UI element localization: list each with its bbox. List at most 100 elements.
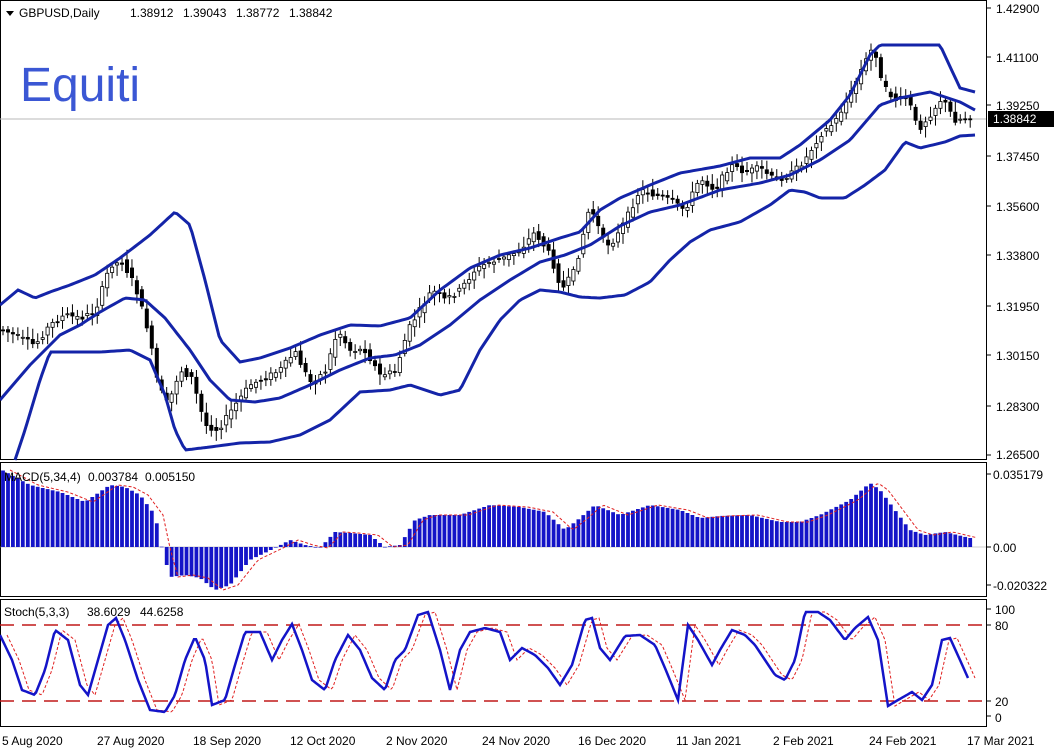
stoch-name: Stoch(5,3,3) <box>4 605 69 619</box>
candle-body <box>958 118 963 121</box>
macd-bar <box>715 516 720 547</box>
macd-bar <box>492 505 496 547</box>
macd-bar <box>561 528 566 547</box>
macd-bar <box>497 505 501 547</box>
macd-bar <box>75 499 80 547</box>
candle-body <box>45 326 50 336</box>
bollinger-upper-band <box>0 43 976 364</box>
macd-bar <box>254 547 258 558</box>
macd-bar <box>447 515 452 547</box>
macd-bar <box>293 541 298 547</box>
close-value: 1.38842 <box>289 6 333 20</box>
macd-bar <box>888 504 893 547</box>
candle-body <box>248 384 253 389</box>
dropdown-triangle-icon[interactable] <box>6 11 14 16</box>
macd-bar <box>918 533 923 547</box>
macd-bar <box>750 515 754 547</box>
macd-bar <box>437 515 442 547</box>
macd-bar <box>417 518 422 547</box>
candle-body <box>55 321 60 324</box>
macd-bar <box>487 505 491 547</box>
candle-body <box>6 329 11 333</box>
macd-bar <box>665 507 670 547</box>
bollinger-lower-band <box>13 133 976 461</box>
macd-bar <box>268 547 273 550</box>
candle-body <box>556 263 561 283</box>
macd-bar <box>844 501 849 547</box>
macd-bar <box>179 547 184 576</box>
macd-bar <box>531 509 536 547</box>
macd-bar <box>616 514 620 547</box>
candle-body <box>948 101 953 112</box>
macd-bar <box>660 507 665 547</box>
candle-body <box>377 363 382 375</box>
candle-body <box>184 368 189 378</box>
macd-bar <box>725 515 730 547</box>
macd-bar <box>273 547 278 548</box>
candle-body <box>60 315 65 322</box>
macd-bar <box>50 490 55 547</box>
bollinger-middle-band <box>0 90 976 404</box>
macd-bar <box>1 470 5 547</box>
y-tick-label: 0.00 <box>993 541 1017 555</box>
candle-body <box>650 189 655 197</box>
macd-bar <box>621 514 625 547</box>
candle-body <box>626 211 631 228</box>
macd-bar <box>45 489 50 547</box>
macd-bar <box>144 504 149 547</box>
candle-body <box>630 207 635 218</box>
macd-bar <box>249 547 253 560</box>
macd-bar <box>343 532 348 547</box>
macd-bar <box>120 486 124 547</box>
y-tick-marks <box>986 7 991 717</box>
candle-body <box>759 166 764 169</box>
macd-bar <box>363 534 367 547</box>
symbol-label: GBPUSD,Daily <box>19 6 100 20</box>
macd-bar <box>735 515 739 547</box>
y-tick-label: 20 <box>995 695 1009 709</box>
macd-bar <box>541 511 546 547</box>
candle-body <box>343 336 348 344</box>
candle-body <box>407 324 412 342</box>
macd-bar <box>80 500 85 547</box>
macd-bar <box>90 497 95 547</box>
macd-bar <box>333 532 338 547</box>
macd-bar <box>779 522 784 547</box>
candle-body <box>134 280 139 295</box>
candle-body <box>293 351 298 358</box>
macd-bar <box>591 506 596 547</box>
candle-body <box>25 336 30 340</box>
macd-bar <box>502 505 506 547</box>
macd-bar <box>720 515 725 547</box>
macd-bar <box>264 547 268 553</box>
candle-body <box>139 289 144 307</box>
candle-body <box>531 232 536 243</box>
macd-bar <box>427 515 432 547</box>
macd-bar <box>472 510 477 547</box>
candle-body <box>397 357 402 374</box>
macd-bar <box>298 543 303 547</box>
macd-bar <box>130 490 134 547</box>
candle-body <box>125 259 130 273</box>
macd-bar <box>383 546 387 548</box>
macd-bar <box>710 516 715 547</box>
macd-bar <box>55 491 60 547</box>
macd-bar <box>670 508 675 547</box>
macd-bar <box>214 547 219 590</box>
macd-bar <box>606 510 610 547</box>
candle-body <box>224 414 229 426</box>
candle-body <box>655 193 660 197</box>
candle-body <box>447 295 452 298</box>
candle-body <box>611 242 616 247</box>
current-price-badge: 1.38842 <box>988 111 1054 127</box>
macd-bar <box>174 547 179 577</box>
candle-body <box>834 118 839 124</box>
macd-bar <box>819 514 824 547</box>
macd-bar <box>789 522 794 547</box>
candle-body <box>705 180 710 187</box>
candle-body <box>720 174 725 190</box>
candle-body <box>10 332 15 335</box>
macd-bar <box>323 542 328 547</box>
candle-body <box>80 316 85 320</box>
candle-body <box>526 238 531 245</box>
